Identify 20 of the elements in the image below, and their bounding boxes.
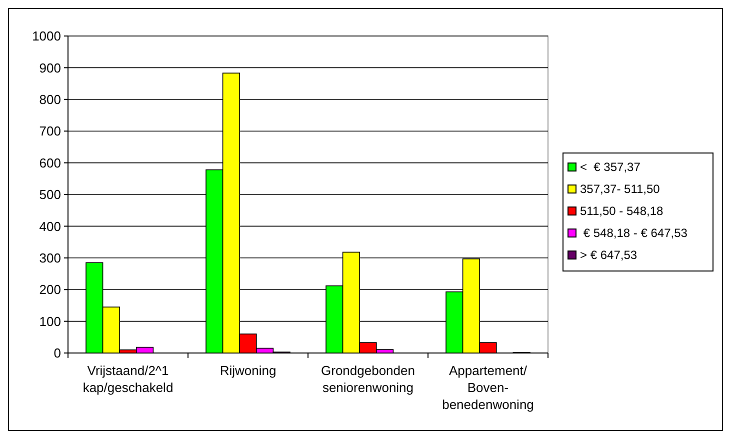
y-tick-label: 800 xyxy=(39,92,61,107)
legend-label: 357,37- 511,50 xyxy=(580,182,660,196)
y-tick-label: 900 xyxy=(39,60,61,76)
y-tick-label: 100 xyxy=(39,314,61,329)
legend-label: € 548,18 - € 647,53 xyxy=(580,226,688,240)
y-tick-label: 500 xyxy=(39,187,61,202)
y-tick-label: 400 xyxy=(39,218,61,234)
y-tick-label: 700 xyxy=(39,124,61,139)
x-tick-label: Vrijstaand/2^1 kap/geschakeld xyxy=(82,363,174,395)
legend-label: < € 357,37 xyxy=(580,160,641,174)
legend-label: > € 647,53 xyxy=(580,248,638,262)
x-tick-label: Appartement/Boven-benedenwoning xyxy=(442,363,534,412)
y-tick-label: 1000 xyxy=(32,28,61,44)
y-tick-label: 200 xyxy=(39,282,61,298)
y-tick-label: 600 xyxy=(39,155,61,170)
y-tick-label: 300 xyxy=(39,250,61,266)
x-tick-label: Rijwoning xyxy=(220,363,276,378)
legend-label: 511,50 - 548,18 xyxy=(580,204,664,218)
y-tick-label: 0 xyxy=(54,346,61,361)
x-tick-label: Grondgebonden seniorenwoning xyxy=(321,363,415,395)
